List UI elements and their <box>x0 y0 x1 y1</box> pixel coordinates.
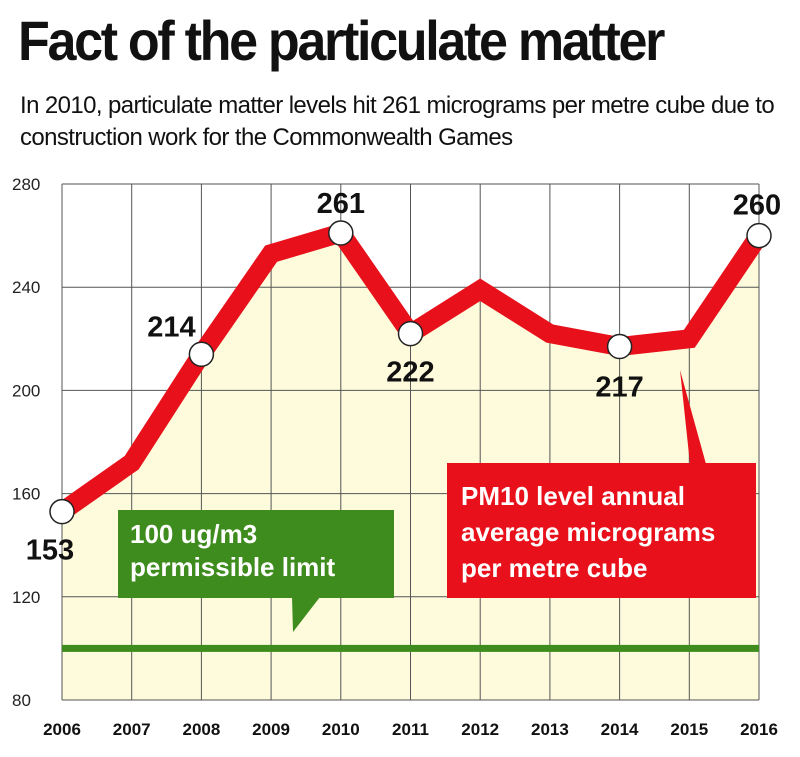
data-point-marker <box>746 222 772 249</box>
limit-callout-pointer <box>292 597 320 632</box>
limit-callout-text: 100 ug/m3 <box>130 519 257 549</box>
y-tick-label: 120 <box>12 588 40 607</box>
chart-subtitle: In 2010, particulate matter levels hit 2… <box>20 92 775 151</box>
y-tick-label: 280 <box>12 175 40 194</box>
series-callout-box <box>447 463 756 598</box>
series-callout-text: per metre cube <box>461 553 647 583</box>
x-tick-label: 2012 <box>461 720 499 739</box>
x-tick-label: 2006 <box>43 720 81 739</box>
y-tick-label: 240 <box>12 278 40 297</box>
permissible-limit-line <box>62 644 759 652</box>
x-tick-label: 2009 <box>252 720 290 739</box>
series-callout-pointer <box>680 370 706 464</box>
x-tick-label: 2008 <box>182 720 220 739</box>
data-label: 214 <box>147 311 195 343</box>
data-point-marker <box>397 320 424 347</box>
data-label: 222 <box>386 357 434 389</box>
y-tick-label: 200 <box>12 381 40 400</box>
data-label: 260 <box>733 190 781 222</box>
data-label: 217 <box>595 372 643 404</box>
limit-callout-text: permissible limit <box>130 552 336 582</box>
x-tick-label: 2014 <box>601 720 639 739</box>
x-tick-label: 2015 <box>670 720 708 739</box>
x-tick-label: 2013 <box>531 720 569 739</box>
data-label: 153 <box>26 535 74 567</box>
y-tick-label: 160 <box>12 485 40 504</box>
y-tick-label: 80 <box>12 691 31 710</box>
x-tick-label: 2010 <box>322 720 360 739</box>
x-tick-label: 2016 <box>740 720 778 739</box>
chart-title: Fact of the particulate matter <box>18 9 665 72</box>
series-callout-text: average micrograms <box>461 517 715 547</box>
data-point-marker <box>606 333 633 360</box>
x-tick-label: 2007 <box>113 720 151 739</box>
data-label: 261 <box>317 188 365 220</box>
series-callout-text: PM10 level annual <box>461 481 685 511</box>
data-point-marker <box>188 341 215 368</box>
x-tick-label: 2011 <box>392 720 429 739</box>
limit-callout-box <box>118 510 394 598</box>
data-point-marker <box>328 220 354 246</box>
data-point-marker <box>49 498 75 525</box>
